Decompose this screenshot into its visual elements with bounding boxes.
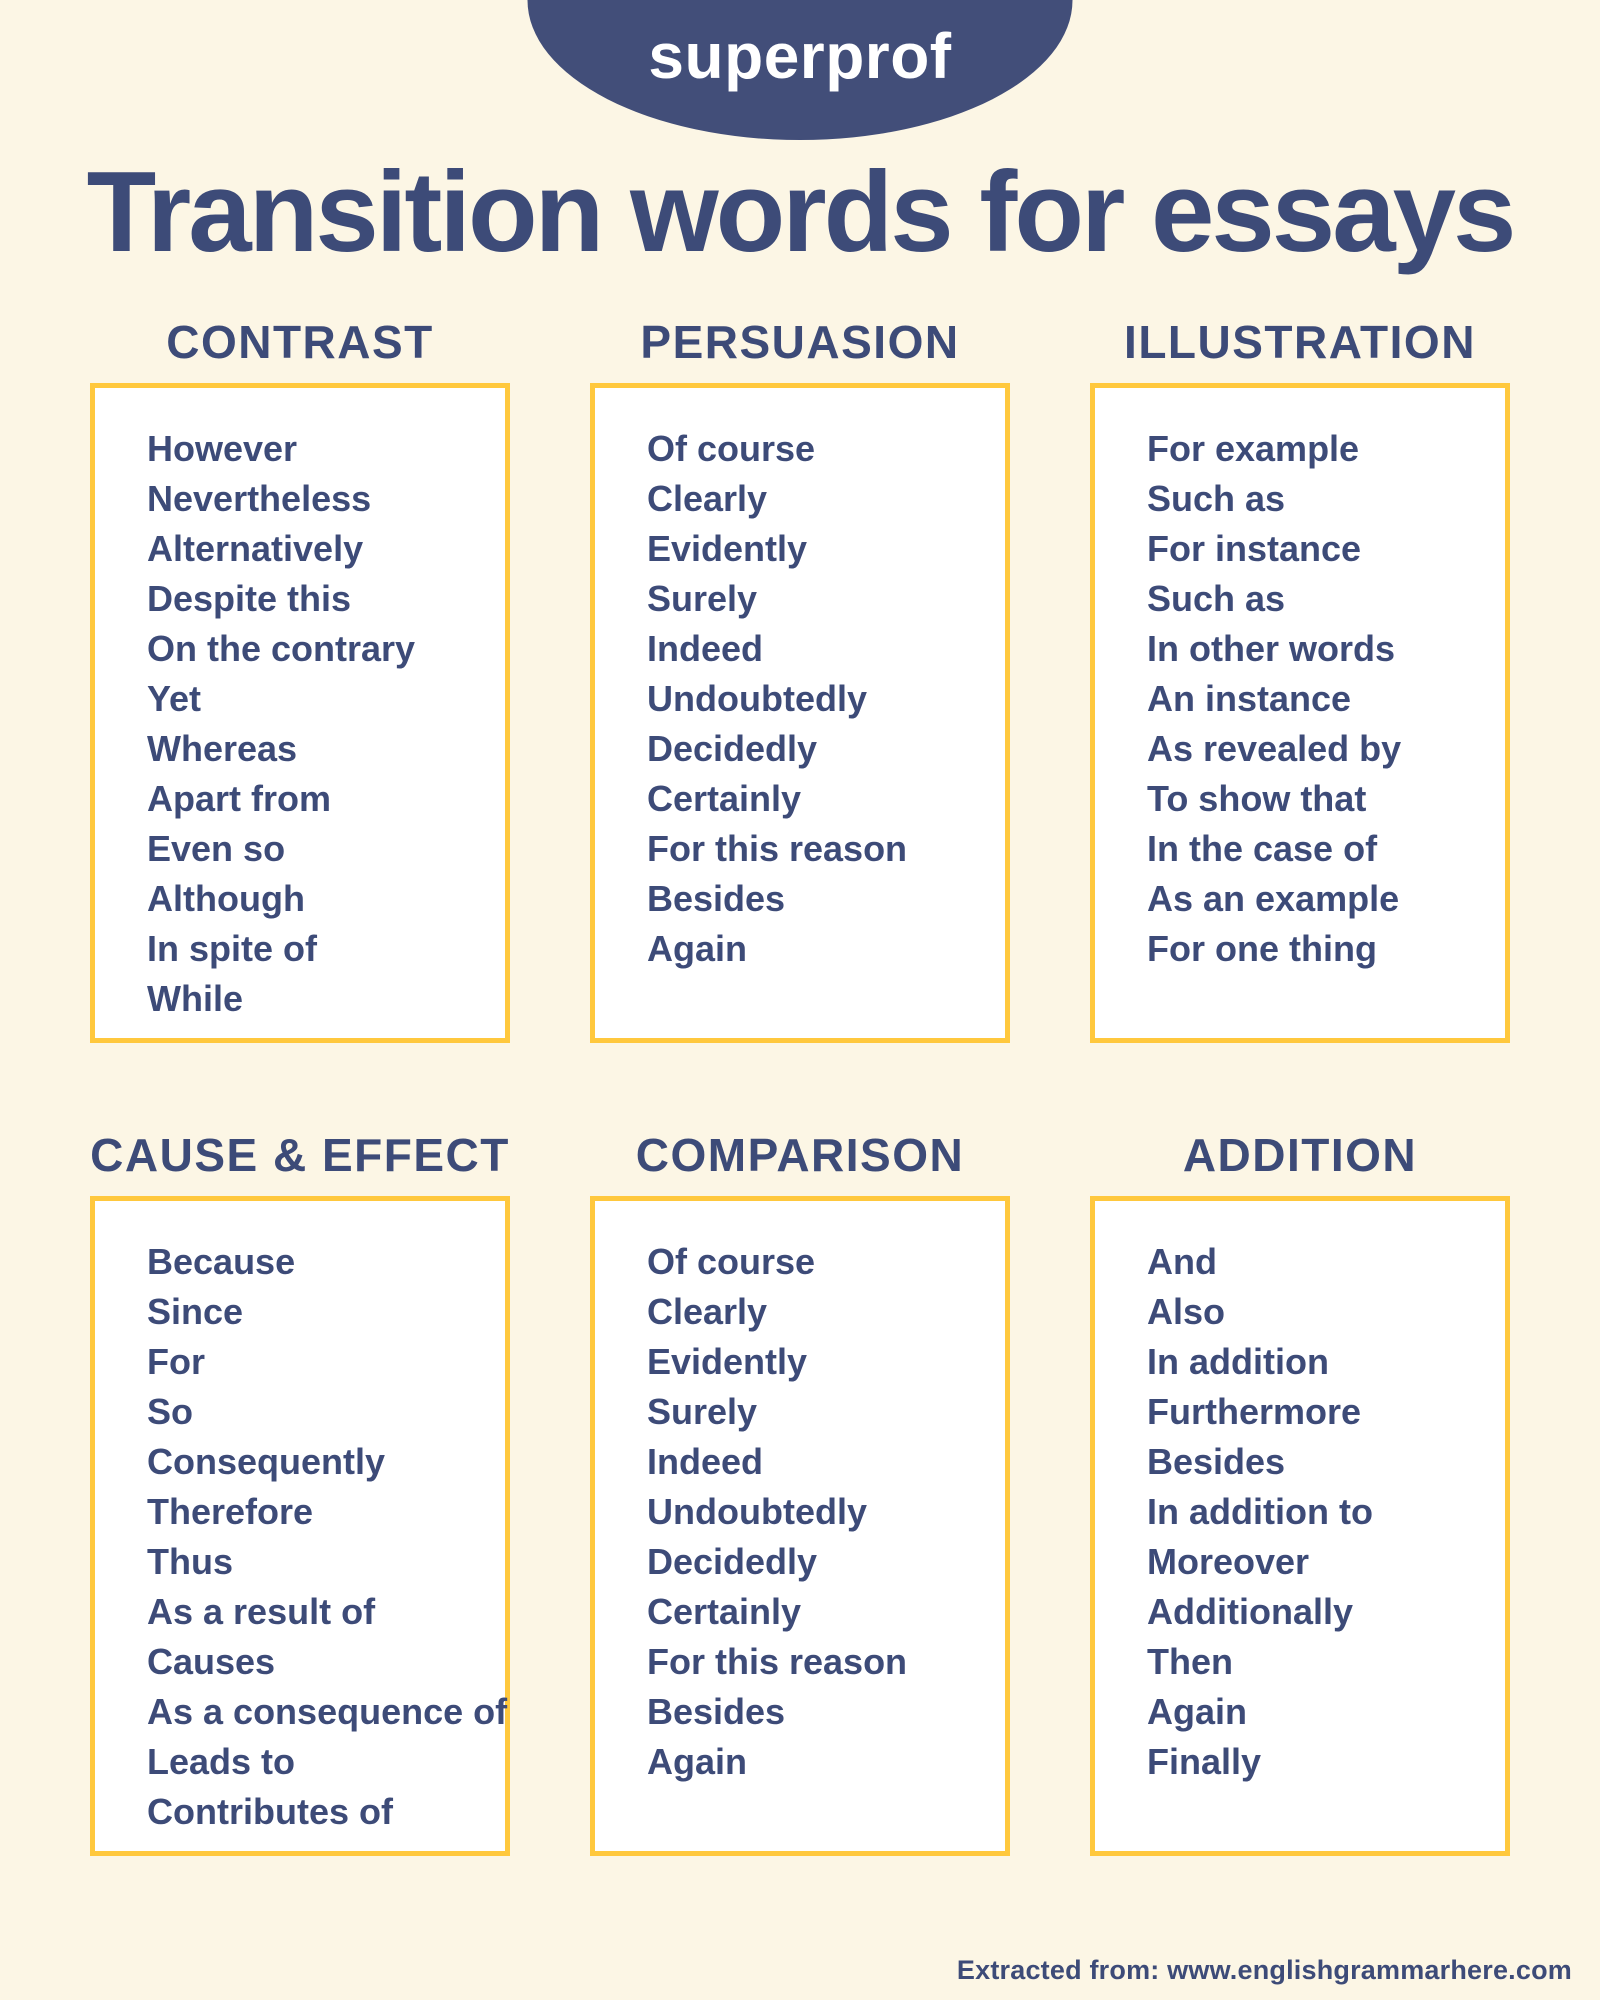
word-item: Although xyxy=(147,877,305,919)
word-item: Moreover xyxy=(1147,1540,1310,1582)
word-item: Alternatively xyxy=(147,527,364,569)
word-item: Nevertheless xyxy=(147,477,372,519)
word-item: Undoubtedly xyxy=(647,1490,867,1532)
word-item: Besides xyxy=(1147,1440,1286,1482)
category-title-comparison: COMPARISON xyxy=(635,1128,965,1181)
word-item: Consequently xyxy=(147,1440,386,1482)
word-item: For one thing xyxy=(1147,927,1377,969)
category-title-persuasion: PERSUASION xyxy=(640,316,960,368)
word-item: Again xyxy=(647,927,748,969)
word-item: As a result of xyxy=(147,1590,376,1632)
word-item: In addition xyxy=(1147,1340,1329,1382)
word-item: Besides xyxy=(647,877,786,919)
word-item: Contributes of xyxy=(147,1790,393,1832)
category-grid: CONTRAST However Nevertheless Alternativel… xyxy=(0,316,1600,1856)
word-item: While xyxy=(147,977,243,1019)
word-item: Surely xyxy=(647,577,758,619)
category-box-persuasion: Of course Clearly Evidently Surely Indeed Und… xyxy=(590,382,1010,1043)
word-item: Since xyxy=(147,1290,244,1332)
category-persuasion: PERSUASION Of course Clearly Evidently Sure… xyxy=(590,316,1010,1043)
word-item: However xyxy=(147,427,298,469)
header: superprof xyxy=(0,0,1600,140)
word-item: Causes xyxy=(147,1640,276,1682)
word-item: Finally xyxy=(1147,1740,1262,1782)
word-list-comparison: Of course Clearly Evidently Surely Indeed Und… xyxy=(647,1237,995,1787)
word-item: Therefore xyxy=(147,1490,314,1532)
word-item: Even so xyxy=(147,827,286,869)
word-item: Evidently xyxy=(647,1340,808,1382)
word-item: Thus xyxy=(147,1540,233,1582)
word-item: Again xyxy=(1147,1690,1248,1732)
word-item: Again xyxy=(647,1740,748,1782)
category-box-illustration: For example Such as For instance Such as In … xyxy=(1090,382,1510,1043)
word-item: For this reason xyxy=(647,827,908,869)
category-box-addition: And Also In addition Furthermore Besides In a… xyxy=(1090,1195,1510,1856)
word-item: Decidedly xyxy=(647,727,818,769)
word-item: Evidently xyxy=(647,527,808,569)
category-cause-effect: CAUSE & EFFECT Because Since For So Conseque… xyxy=(90,1129,510,1856)
category-box-comparison: Of course Clearly Evidently Surely Indeed Und… xyxy=(590,1195,1010,1856)
word-item: Leads to xyxy=(147,1740,296,1782)
word-item: So xyxy=(147,1390,194,1432)
word-item: Certainly xyxy=(647,777,802,819)
word-item: For instance xyxy=(1147,527,1362,569)
footer-credit: Extracted from: www.englishgrammarhere.c… xyxy=(956,1955,1572,1985)
word-item: Besides xyxy=(647,1690,786,1732)
category-title-contrast: CONTRAST xyxy=(166,316,434,368)
word-item: To show that xyxy=(1147,777,1367,819)
word-item: For example xyxy=(1147,427,1360,469)
word-item: Indeed xyxy=(647,627,764,669)
word-item: For this reason xyxy=(647,1640,908,1682)
category-box-cause-effect: Because Since For So Consequently Therefore Th… xyxy=(90,1195,510,1856)
word-item: Despite this xyxy=(147,577,352,619)
category-title-addition: ADDITION xyxy=(1182,1128,1418,1181)
word-list-addition: And Also In addition Furthermore Besides In a… xyxy=(1147,1237,1495,1787)
category-box-contrast: However Nevertheless Alternatively Despite … xyxy=(90,382,510,1043)
word-item: Such as xyxy=(1147,477,1286,519)
word-item: In the case of xyxy=(1147,827,1378,869)
word-list-persuasion: Of course Clearly Evidently Surely Indeed Und… xyxy=(647,424,995,974)
word-item: And xyxy=(1147,1240,1217,1282)
word-item: Undoubtedly xyxy=(647,677,867,719)
word-item: For xyxy=(147,1340,205,1382)
word-item: Certainly xyxy=(647,1590,802,1632)
word-item: On the contrary xyxy=(147,627,416,669)
word-item: In addition to xyxy=(1147,1490,1373,1532)
word-item: Apart from xyxy=(147,777,332,819)
word-list-contrast: However Nevertheless Alternatively Despite … xyxy=(147,424,495,1024)
word-item: In other words xyxy=(1147,627,1396,669)
category-comparison: COMPARISON Of course Clearly Evidently Sure… xyxy=(590,1129,1010,1856)
word-list-cause-effect: Because Since For So Consequently Therefore Th… xyxy=(147,1237,508,1837)
category-contrast: CONTRAST However Nevertheless Alternativel… xyxy=(90,316,510,1043)
word-item: In spite of xyxy=(147,927,317,969)
word-item: Surely xyxy=(647,1390,758,1432)
category-title-illustration: ILLUSTRATION xyxy=(1124,316,1476,368)
word-item: Yet xyxy=(147,677,202,719)
word-item: Furthermore xyxy=(1147,1390,1362,1432)
word-item: An instance xyxy=(1147,677,1352,719)
category-addition: ADDITION And Also In addition Furthermore Be… xyxy=(1090,1129,1510,1856)
word-item: Also xyxy=(1147,1290,1226,1332)
word-item: Indeed xyxy=(647,1440,764,1482)
word-item: Because xyxy=(147,1240,296,1282)
word-item: Whereas xyxy=(147,727,298,769)
word-item: Clearly xyxy=(647,1290,768,1332)
page-title: Transition words for essays xyxy=(86,149,1517,276)
category-illustration: ILLUSTRATION For example Such as For insta… xyxy=(1090,316,1510,1043)
category-title-cause-effect: CAUSE & EFFECT xyxy=(90,1128,510,1181)
word-item: Such as xyxy=(1147,577,1286,619)
word-item: Clearly xyxy=(647,477,768,519)
word-item: As revealed by xyxy=(1147,727,1402,769)
word-item: Of course xyxy=(647,427,816,469)
word-item: Of course xyxy=(647,1240,816,1282)
word-item: Then xyxy=(1147,1640,1233,1682)
word-item: Decidedly xyxy=(647,1540,818,1582)
word-list-illustration: For example Such as For instance Such as In … xyxy=(1147,424,1495,974)
superprof-logo: superprof xyxy=(648,20,952,92)
word-item: Additionally xyxy=(1147,1590,1353,1632)
word-item: As an example xyxy=(1147,877,1400,919)
word-item: As a consequence of xyxy=(147,1690,508,1732)
